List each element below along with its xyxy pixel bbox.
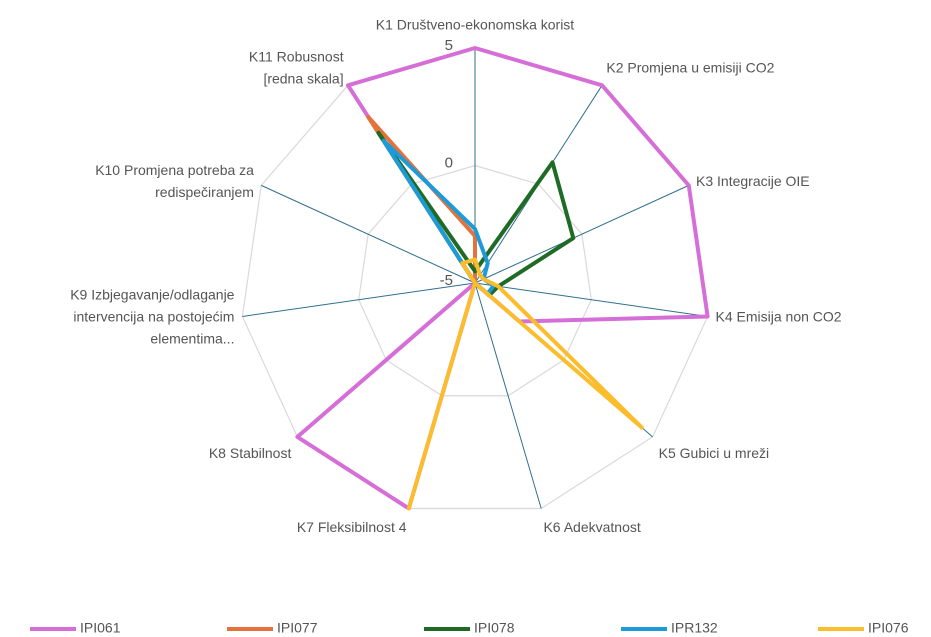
- category-label: K3 Integracije OIE: [696, 173, 810, 189]
- series-line: [295, 46, 710, 511]
- axis-spoke: [261, 184, 476, 284]
- series-line: [381, 138, 496, 296]
- r-tick-label: 5: [445, 37, 453, 54]
- category-label: K9 Izbjegavanje/odlaganje: [70, 286, 234, 302]
- category-label: K4 Emisija non CO2: [716, 308, 842, 324]
- category-label: K8 Stabilnost: [209, 445, 292, 461]
- category-label: elementima...: [150, 330, 234, 346]
- legend-label: IPI078: [474, 620, 515, 636]
- axis-spoke: [474, 282, 708, 317]
- axis-spoke: [474, 282, 542, 509]
- axis-spoke: [474, 184, 689, 284]
- legend-label: IPI077: [277, 620, 318, 636]
- r-tick-label: -5: [440, 272, 453, 289]
- axis-spoke: [242, 282, 476, 317]
- grid-ring: [358, 164, 592, 397]
- r-tick-label: 0: [445, 154, 453, 171]
- category-label: K10 Promjena potreba za: [95, 162, 254, 178]
- legend-label: IPR132: [671, 620, 718, 636]
- series-line: [376, 130, 576, 298]
- series-line: [406, 257, 644, 511]
- category-label: K2 Promjena u emisiji CO2: [606, 59, 774, 75]
- category-label: K5 Gubici u mreži: [659, 445, 769, 461]
- category-label: redispečiranjem: [155, 184, 254, 200]
- category-label: K7 Fleksibilnost 4: [297, 519, 407, 535]
- legend-label: IPI061: [80, 620, 121, 636]
- category-label: [redna skala]: [263, 70, 343, 86]
- legend-label: IPI076: [868, 620, 909, 636]
- category-label: K11 Robusnost: [249, 48, 344, 64]
- category-label: K6 Adekvatnost: [543, 519, 640, 535]
- category-label: K1 Društveno-ekonomska korist: [376, 17, 575, 33]
- category-label: intervencija na postojećim: [73, 308, 234, 324]
